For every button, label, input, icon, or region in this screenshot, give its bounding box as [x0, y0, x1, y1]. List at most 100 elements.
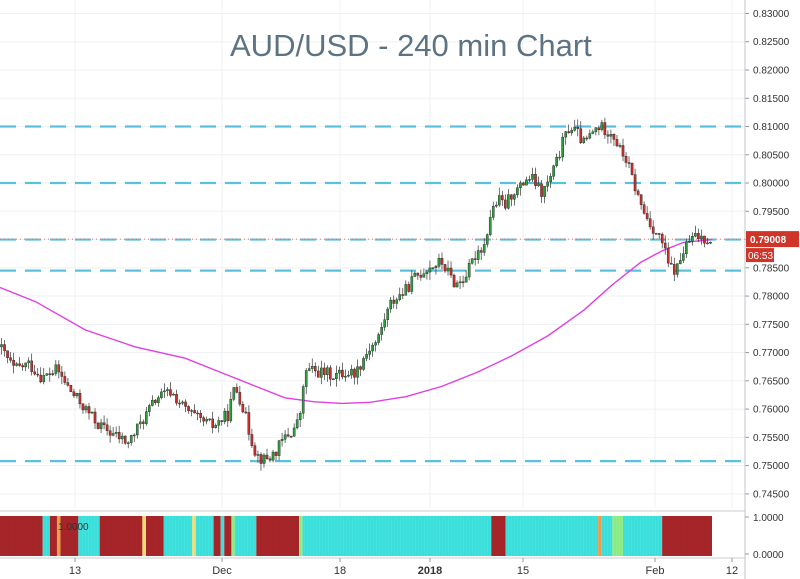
candle-up [335, 373, 338, 380]
candle-down [63, 376, 67, 383]
candle-down [473, 258, 477, 260]
candle-down [540, 183, 543, 197]
candle-down [663, 242, 667, 249]
candle-down [274, 451, 278, 456]
x-tick-label: 15 [517, 565, 529, 577]
indicator-segment [598, 516, 602, 556]
y-tick-label: 0.81000 [753, 122, 790, 133]
candle-down [117, 432, 121, 440]
candle-up [292, 427, 296, 437]
candle-up [688, 241, 691, 243]
x-tick-label: 13 [69, 565, 81, 577]
candle-up [543, 186, 546, 197]
candle-up [365, 354, 368, 359]
candle-down [123, 435, 127, 444]
candle-down [202, 417, 205, 422]
candle-up [132, 434, 136, 437]
candle-down [9, 357, 12, 361]
candle-up [425, 271, 429, 275]
candle-up [694, 233, 697, 237]
current-price-label: 0.79008 [750, 235, 787, 246]
indicator-tick-label: 1.0000 [753, 513, 784, 524]
countdown-box [746, 248, 774, 263]
candle-up [114, 432, 118, 434]
candle-up [485, 234, 489, 245]
candle-down [169, 389, 172, 396]
candle-up [157, 397, 160, 403]
candle-up [135, 423, 139, 436]
candle-up [709, 242, 712, 244]
candle-down [633, 174, 637, 192]
candle-up [362, 358, 365, 370]
candle-up [434, 266, 438, 268]
candle-up [24, 362, 27, 368]
candle-down [12, 359, 15, 366]
candle-down [660, 233, 664, 244]
candle-up [338, 369, 341, 374]
y-tick-label: 0.76000 [753, 405, 790, 416]
indicator-segment [49, 516, 57, 556]
indicator-segment [302, 516, 492, 556]
indicator-segment [601, 516, 613, 556]
candle-up [507, 194, 510, 209]
candle-down [603, 122, 607, 135]
candle-down [636, 190, 640, 195]
candle-up [470, 258, 474, 264]
candle-up [332, 378, 335, 381]
indicator-segment [78, 516, 100, 556]
candle-up [594, 127, 598, 133]
indicator-segment [231, 516, 235, 556]
indicator-segment [491, 516, 506, 556]
candle-up [350, 368, 353, 376]
y-tick-label: 0.77000 [753, 348, 790, 359]
indicator-segment [623, 516, 663, 556]
candle-up [223, 410, 227, 422]
candle-down [567, 131, 570, 134]
candle-up [295, 419, 299, 429]
candle-down [66, 382, 70, 386]
candle-down [226, 410, 230, 422]
candle-up [531, 174, 534, 180]
candle-down [612, 134, 616, 140]
candle-down [259, 454, 263, 464]
indicator-segment [99, 516, 143, 556]
candle-up [166, 389, 169, 392]
candle-down [504, 199, 507, 209]
candle-up [383, 319, 386, 328]
candle-up [51, 373, 55, 376]
candle-up [519, 182, 522, 188]
candle-down [313, 366, 317, 372]
candle-down [6, 350, 9, 358]
candle-up [126, 442, 130, 444]
candle-down [268, 458, 272, 461]
countdown-label: 06:53 [748, 251, 773, 262]
candle-down [105, 424, 109, 431]
candle-down [627, 162, 631, 164]
candle-up [214, 425, 218, 428]
candle-up [528, 179, 531, 181]
candle-up [271, 451, 275, 461]
candle-down [211, 418, 214, 428]
candle-up [145, 411, 148, 424]
candle-down [341, 369, 344, 378]
candle-down [657, 233, 661, 235]
candle-down [81, 403, 85, 411]
indicator-segment [220, 516, 225, 556]
indicator-segment [163, 516, 193, 556]
candle-up [682, 253, 685, 261]
candle-up [304, 370, 308, 387]
candle-down [187, 406, 190, 411]
candle-up [582, 137, 586, 143]
candle-down [241, 404, 245, 413]
candle-down [96, 422, 100, 429]
candle-up [404, 284, 408, 296]
candle-up [516, 187, 519, 195]
y-tick-label: 0.81500 [753, 94, 790, 105]
candle-up [555, 156, 558, 167]
candle-down [102, 422, 106, 426]
candle-up [386, 308, 389, 320]
x-tick-label: Dec [212, 565, 232, 577]
candle-up [277, 440, 281, 456]
candle-up [706, 242, 709, 245]
